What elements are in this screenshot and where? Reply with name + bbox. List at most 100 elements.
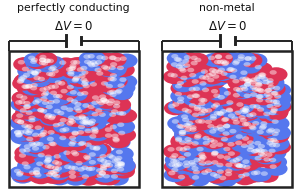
Circle shape [194,105,201,109]
Circle shape [218,67,225,72]
Circle shape [74,71,96,85]
Circle shape [198,157,205,161]
Circle shape [29,168,51,182]
Circle shape [95,60,102,64]
Circle shape [112,164,135,179]
Circle shape [189,104,212,118]
Circle shape [63,67,85,81]
Circle shape [114,158,121,162]
Circle shape [116,150,123,154]
Circle shape [178,130,186,134]
Circle shape [178,67,185,71]
Circle shape [167,51,189,65]
Circle shape [203,141,210,146]
Circle shape [74,112,96,126]
Circle shape [86,57,108,71]
Circle shape [90,82,97,87]
Circle shape [58,124,80,139]
Circle shape [32,133,39,137]
Circle shape [70,90,77,94]
Circle shape [39,87,47,92]
Circle shape [183,123,190,127]
Circle shape [68,115,75,120]
Circle shape [253,86,276,100]
Circle shape [266,129,273,134]
Circle shape [243,62,251,67]
Circle shape [50,142,57,146]
Circle shape [241,143,248,148]
Circle shape [270,70,277,75]
Circle shape [238,174,245,178]
Circle shape [30,170,52,184]
Circle shape [189,102,212,116]
Circle shape [255,83,263,87]
Circle shape [24,53,46,67]
Circle shape [83,121,90,125]
Circle shape [244,77,267,91]
Circle shape [87,92,110,107]
Circle shape [211,104,218,109]
Circle shape [250,56,257,61]
Circle shape [180,147,187,152]
Circle shape [212,108,234,122]
Circle shape [24,113,46,127]
Circle shape [91,112,99,117]
Circle shape [77,171,100,186]
Circle shape [110,125,117,129]
Circle shape [261,95,283,110]
Circle shape [36,106,58,120]
Circle shape [68,165,75,170]
Circle shape [46,105,53,109]
Circle shape [83,60,106,74]
Circle shape [200,158,223,172]
Circle shape [12,168,35,182]
Circle shape [17,130,24,135]
Circle shape [20,81,43,95]
Circle shape [88,166,95,171]
Circle shape [258,74,266,79]
Circle shape [77,67,84,72]
Circle shape [78,114,86,119]
Circle shape [192,144,214,158]
Circle shape [47,100,55,105]
Circle shape [10,116,32,130]
Circle shape [242,108,249,112]
Circle shape [252,121,259,125]
Circle shape [113,160,135,175]
Circle shape [266,94,273,99]
Circle shape [110,77,117,82]
Circle shape [227,67,235,72]
Circle shape [106,171,129,186]
Circle shape [199,81,206,86]
Circle shape [112,63,135,77]
Circle shape [222,131,230,136]
Circle shape [50,91,57,95]
Circle shape [171,153,178,158]
Circle shape [195,119,202,124]
Circle shape [103,174,110,178]
Circle shape [109,55,116,60]
Circle shape [34,69,42,74]
Circle shape [14,169,21,173]
Circle shape [17,120,24,124]
Circle shape [39,58,46,62]
Circle shape [226,107,233,112]
Circle shape [111,86,133,100]
Circle shape [196,66,219,81]
Circle shape [242,110,264,125]
Circle shape [183,146,191,150]
Circle shape [166,59,189,74]
Circle shape [201,166,223,180]
Circle shape [78,167,85,172]
Circle shape [255,80,263,85]
Circle shape [75,113,97,127]
Circle shape [16,94,23,98]
Circle shape [198,98,205,102]
Circle shape [96,173,104,178]
Circle shape [79,57,102,71]
Circle shape [258,89,265,93]
Circle shape [175,144,198,159]
Circle shape [191,116,213,130]
Circle shape [113,100,120,105]
Circle shape [12,91,34,105]
